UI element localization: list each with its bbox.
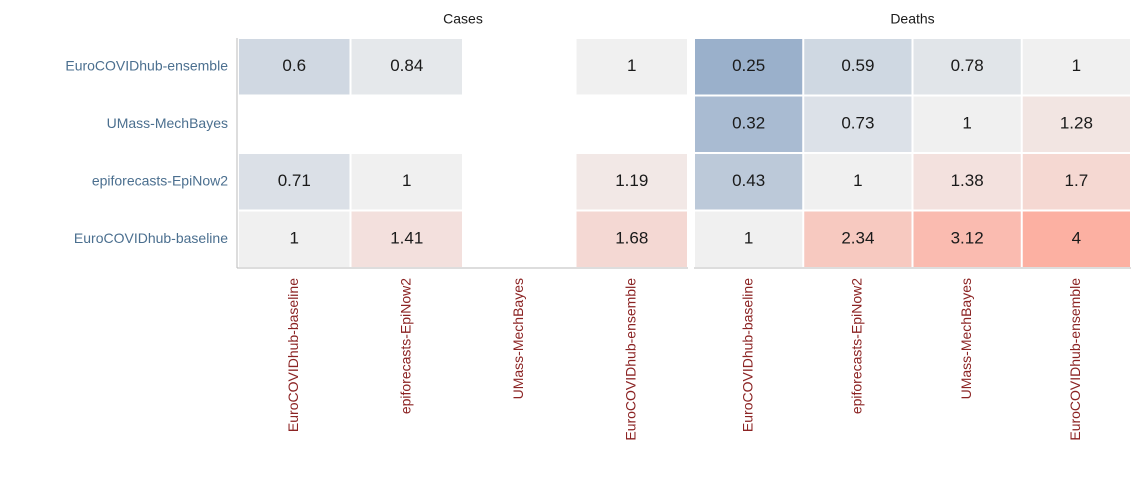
heatmap-cell: [913, 211, 1021, 267]
y-tick-label: epiforecasts-EpiNow2: [92, 172, 228, 188]
heatmap-cell: [804, 211, 912, 267]
heatmap-cell: [576, 154, 687, 210]
cell-label: 1.68: [615, 229, 648, 248]
heatmap-cell: [695, 154, 803, 210]
heatmap-cell: [239, 211, 350, 267]
cell-label: 0.78: [951, 56, 984, 75]
heatmap-cell: [913, 154, 1021, 210]
cell-label: 0.25: [732, 56, 765, 75]
cell-label: 1: [402, 171, 411, 190]
cell-label: 0.73: [841, 114, 874, 133]
heatmap-cell: [1022, 39, 1130, 95]
x-tick-label: EuroCOVIDhub-baseline: [285, 278, 301, 432]
cell-label: 1.38: [951, 171, 984, 190]
y-tick-label: EuroCOVIDhub-ensemble: [65, 57, 228, 73]
heatmap-cell: [351, 211, 462, 267]
heatmap-cell: [576, 211, 687, 267]
panel-title: Cases: [443, 11, 483, 27]
cell-label: 1: [1072, 56, 1081, 75]
x-tick-label: epiforecasts-EpiNow2: [397, 278, 413, 414]
heatmap-cell: [351, 39, 462, 95]
cell-label: 2.34: [841, 229, 874, 248]
x-tick-label: EuroCOVIDhub-baseline: [739, 278, 755, 432]
x-tick-label: EuroCOVIDhub-ensemble: [622, 278, 638, 441]
heatmap-cell: [913, 96, 1021, 152]
y-tick-label: EuroCOVIDhub-baseline: [74, 230, 228, 246]
heatmap-cell: [804, 39, 912, 95]
x-tick-label: UMass-MechBayes: [958, 278, 974, 399]
cell-label: 1: [627, 56, 636, 75]
cell-label: 1.28: [1060, 114, 1093, 133]
cell-label: 0.59: [841, 56, 874, 75]
cell-label: 1.7: [1065, 171, 1089, 190]
cell-label: 1: [744, 229, 753, 248]
cell-label: 1.41: [390, 229, 423, 248]
cell-label: 1: [853, 171, 862, 190]
cell-label: 3.12: [951, 229, 984, 248]
heatmap-cell: [804, 96, 912, 152]
x-tick-label: epiforecasts-EpiNow2: [849, 278, 865, 414]
cell-label: 1.19: [615, 171, 648, 190]
heatmap-cell: [695, 39, 803, 95]
heatmap-cell: [804, 154, 912, 210]
y-tick-label: UMass-MechBayes: [107, 115, 228, 131]
cell-label: 0.6: [282, 56, 306, 75]
heatmap-cell: [576, 39, 687, 95]
cell-label: 0.84: [390, 56, 423, 75]
panel-title: Deaths: [890, 11, 934, 27]
heatmap-cell: [239, 154, 350, 210]
heatmap-cell: [351, 154, 462, 210]
cell-label: 4: [1072, 229, 1081, 248]
heatmap-cell: [695, 96, 803, 152]
heatmap-cell: [695, 211, 803, 267]
heatmap-cell: [1022, 96, 1130, 152]
cell-label: 1: [290, 229, 299, 248]
cell-label: 0.71: [278, 171, 311, 190]
heatmap-cell: [1022, 154, 1130, 210]
x-tick-label: UMass-MechBayes: [510, 278, 526, 399]
heatmap-cell: [913, 39, 1021, 95]
cell-label: 1: [962, 114, 971, 133]
heatmap-cell: [239, 39, 350, 95]
cell-label: 0.32: [732, 114, 765, 133]
heatmap-cell: [1022, 211, 1130, 267]
x-tick-label: EuroCOVIDhub-ensemble: [1067, 278, 1083, 441]
cell-label: 0.43: [732, 171, 765, 190]
